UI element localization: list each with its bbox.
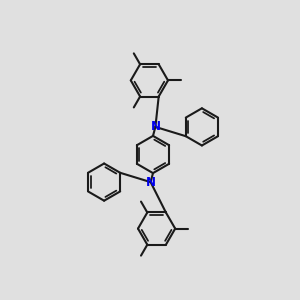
Text: N: N: [146, 176, 156, 189]
Text: N: N: [150, 120, 161, 134]
